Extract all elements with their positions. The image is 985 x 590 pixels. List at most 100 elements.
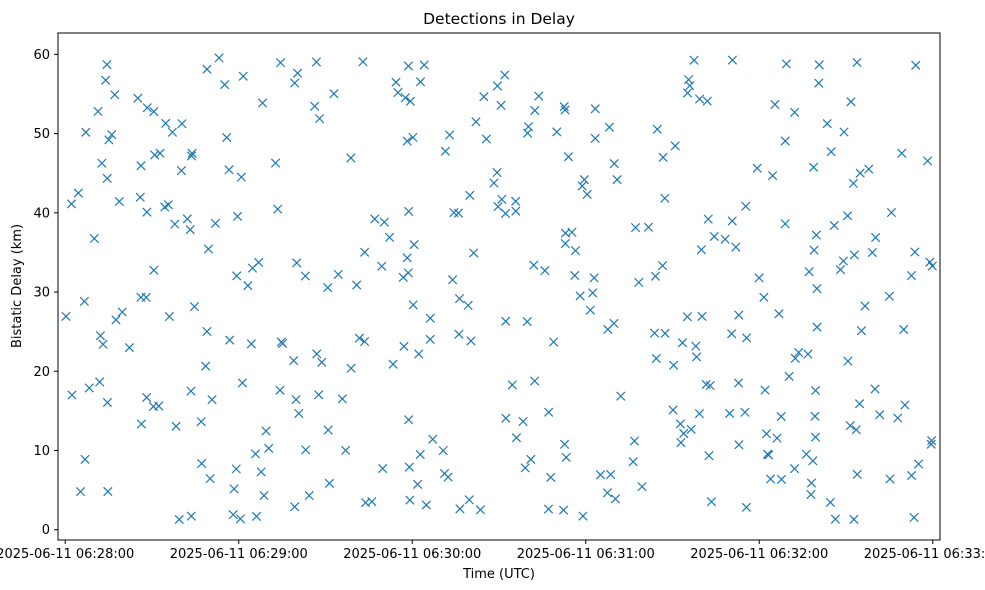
data-point — [702, 96, 712, 106]
data-point — [677, 338, 688, 348]
data-point — [522, 128, 533, 138]
data-point — [275, 385, 285, 395]
data-point — [101, 75, 111, 85]
data-point — [142, 207, 152, 217]
data-point — [149, 107, 159, 117]
data-point — [377, 261, 387, 271]
data-point — [292, 68, 303, 78]
data-point — [135, 192, 145, 202]
data-point — [425, 334, 435, 345]
data-point — [415, 77, 426, 87]
data-point — [228, 510, 238, 520]
data-point — [808, 162, 819, 172]
data-point — [804, 267, 814, 277]
x-axis-ticks: 2025-06-11 06:28:00 2025-06-11 06:29:00 20… — [0, 540, 985, 562]
data-point — [658, 152, 668, 162]
data-point — [149, 265, 159, 275]
data-point — [360, 497, 371, 508]
data-point — [222, 132, 232, 143]
data-point — [835, 264, 846, 275]
data-point — [501, 316, 511, 326]
data-point — [454, 329, 464, 339]
data-point — [93, 106, 103, 117]
y-axis-label: Bistatic Delay (km) — [10, 224, 25, 348]
data-point — [205, 474, 215, 484]
data-point — [534, 91, 544, 101]
data-point — [403, 61, 414, 71]
data-point — [186, 511, 196, 521]
data-point — [67, 390, 77, 400]
data-point — [489, 178, 499, 188]
data-point — [329, 89, 339, 99]
data-point — [507, 380, 517, 390]
chart-title: Detections in Delay — [423, 10, 575, 28]
data-point — [731, 242, 741, 252]
data-point — [518, 416, 528, 427]
data-point — [311, 57, 322, 67]
data-point — [852, 57, 862, 68]
data-point — [304, 490, 314, 501]
data-point — [741, 201, 751, 211]
data-point — [150, 150, 160, 160]
data-point — [84, 383, 94, 393]
data-point — [141, 292, 151, 303]
data-point — [250, 449, 261, 459]
data-point — [155, 148, 165, 158]
data-point — [164, 311, 174, 322]
data-point — [203, 244, 214, 254]
data-point — [511, 196, 521, 206]
data-point — [604, 122, 615, 132]
data-point — [829, 220, 839, 231]
data-point — [582, 189, 592, 200]
data-point — [826, 147, 836, 157]
data-point — [124, 342, 135, 353]
data-point — [637, 482, 647, 492]
data-point — [415, 449, 425, 460]
data-point — [734, 310, 744, 320]
data-point — [300, 271, 310, 281]
data-point — [214, 53, 224, 63]
data-point — [870, 232, 881, 243]
data-point — [900, 400, 910, 410]
data-point — [668, 405, 678, 415]
y-tick-label: 50 — [33, 127, 50, 142]
data-point — [291, 394, 301, 405]
data-point — [207, 394, 217, 405]
data-point — [589, 273, 599, 283]
x-tick-label: 2025-06-11 06:29:00 — [170, 547, 308, 562]
data-point — [107, 129, 117, 140]
data-point — [171, 421, 181, 431]
data-point — [232, 271, 242, 281]
data-point — [500, 208, 511, 219]
data-point — [391, 77, 401, 87]
data-point — [471, 117, 481, 127]
data-point — [197, 458, 207, 469]
data-point — [843, 356, 853, 366]
data-point — [136, 161, 146, 171]
y-tick-label: 20 — [33, 365, 50, 380]
data-point — [842, 211, 853, 221]
data-point — [803, 349, 813, 359]
data-point — [543, 504, 554, 514]
data-point — [733, 378, 744, 388]
data-point — [741, 333, 752, 343]
data-point — [691, 352, 702, 362]
data-point — [906, 270, 917, 281]
data-point — [229, 484, 239, 494]
data-point — [790, 353, 800, 363]
data-point — [292, 258, 302, 268]
data-point — [170, 219, 180, 229]
data-point — [856, 326, 867, 336]
data-point — [142, 103, 152, 113]
data-point — [496, 100, 506, 111]
axes-frame — [57, 32, 941, 541]
x-tick-label: 2025-06-11 06:31:00 — [517, 547, 655, 562]
data-point — [202, 64, 212, 74]
data-point — [776, 474, 787, 485]
data-point — [370, 214, 380, 224]
data-point — [454, 293, 465, 304]
data-point — [590, 104, 600, 114]
data-point — [290, 78, 300, 88]
data-point — [341, 445, 351, 455]
y-tick-label: 0 — [42, 523, 50, 538]
